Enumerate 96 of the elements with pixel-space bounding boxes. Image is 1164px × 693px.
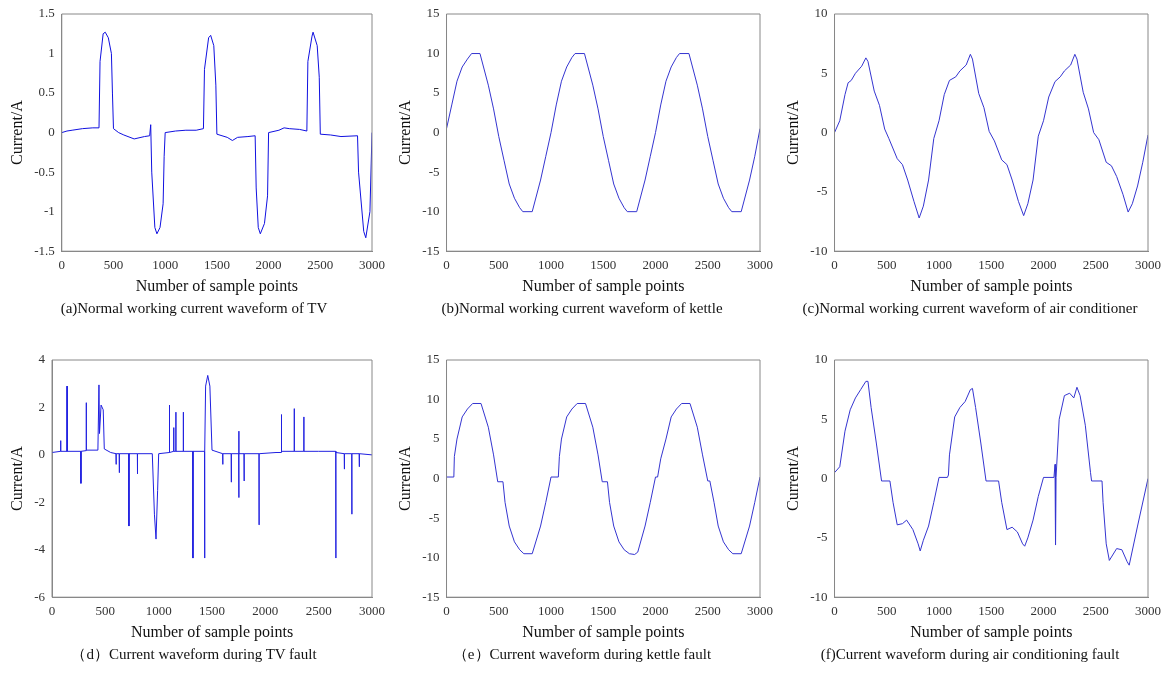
x-tick-label: 2500	[305, 603, 332, 619]
x-tick-label: 1500	[199, 603, 226, 619]
x-tick-label: 1500	[590, 257, 617, 273]
x-tick-label: 1000	[145, 603, 172, 619]
x-tick-label: 3000	[359, 257, 385, 273]
y-axis-title: Current/A	[783, 445, 801, 512]
y-tick-label: -5	[428, 509, 440, 525]
x-tick-label: 0	[831, 257, 838, 273]
x-tick-label: 2000	[255, 257, 282, 273]
y-tick-label: -10	[422, 549, 440, 565]
y-axis-title: Current/A	[783, 99, 801, 166]
x-tick-label: 500	[877, 257, 897, 273]
y-tick-label: 15	[426, 5, 440, 21]
y-tick-label: 10	[426, 390, 440, 406]
y-tick-label: 5	[821, 64, 828, 80]
y-tick-label: 5	[433, 430, 440, 446]
y-tick-label: -15	[422, 242, 440, 258]
x-tick-label: 500	[103, 257, 124, 273]
y-tick-label: 10	[814, 5, 828, 21]
x-tick-label: 3000	[1135, 257, 1161, 273]
text: (a)Normal working current waveform of TV	[59, 300, 329, 317]
y-axis-title: Current/A	[395, 99, 413, 166]
y-tick-label: 4	[38, 351, 46, 367]
y-tick-label: -1.5	[34, 242, 55, 258]
x-tick-label: 1000	[926, 603, 953, 619]
text: (f)Current waveform during air conditioning fault	[819, 646, 1121, 663]
y-tick-label: -5	[816, 529, 828, 545]
x-tick-label: 1500	[203, 257, 230, 273]
y-tick-label: -5	[816, 183, 828, 199]
y-tick-label: 0	[38, 446, 46, 462]
x-tick-label: 500	[877, 603, 897, 619]
y-tick-label: 5	[433, 84, 440, 100]
x-tick-label: 2500	[1082, 257, 1109, 273]
y-tick-label: 10	[814, 351, 828, 367]
x-tick-label: 1000	[926, 257, 953, 273]
y-tick-label: -0.5	[34, 163, 55, 179]
text: （e）Current waveform during kettle fault	[451, 646, 713, 663]
y-tick-label: 0.5	[38, 84, 55, 100]
x-tick-label: 2000	[642, 603, 669, 619]
x-axis-title: Number of sample points	[130, 622, 294, 641]
x-axis-title: Number of sample points	[910, 622, 1073, 641]
x-axis-title: Number of sample points	[522, 276, 685, 295]
x-axis-title: Number of sample points	[910, 276, 1073, 295]
y-tick-label: -4	[34, 541, 46, 557]
y-tick-label: 10	[426, 44, 440, 60]
x-tick-label: 2000	[252, 603, 279, 619]
y-tick-label: -15	[422, 588, 440, 604]
y-tick-label: -2	[34, 493, 46, 509]
x-tick-label: 500	[489, 603, 509, 619]
x-tick-label: 1500	[590, 603, 617, 619]
y-tick-label: -1	[43, 203, 55, 219]
y-tick-label: -10	[810, 588, 828, 604]
text: （d）Current waveform during TV fault	[70, 646, 318, 663]
y-tick-label: -5	[428, 163, 440, 179]
x-tick-label: 2500	[694, 603, 721, 619]
y-tick-label: 0	[821, 124, 828, 140]
y-tick-label: 1	[48, 44, 55, 60]
x-tick-label: 2000	[1030, 257, 1057, 273]
x-tick-label: 2500	[1082, 603, 1109, 619]
x-tick-label: 2000	[1030, 603, 1057, 619]
x-tick-label: 3000	[747, 257, 773, 273]
y-tick-label: -10	[810, 242, 828, 258]
y-tick-label: -10	[422, 203, 440, 219]
x-tick-label: 3000	[1135, 603, 1161, 619]
x-tick-label: 2500	[307, 257, 334, 273]
text: (c)Normal working current waveform of air conditioner	[801, 300, 1139, 317]
x-tick-label: 500	[489, 257, 509, 273]
x-tick-label: 0	[443, 257, 450, 273]
x-tick-label: 500	[95, 603, 116, 619]
x-tick-label: 2000	[642, 257, 669, 273]
x-tick-label: 1500	[978, 257, 1005, 273]
x-tick-label: 0	[58, 257, 66, 273]
x-tick-label: 0	[443, 603, 450, 619]
x-tick-label: 1000	[538, 603, 565, 619]
x-axis-title: Number of sample points	[135, 276, 298, 295]
y-axis-title: Current/A	[7, 445, 25, 512]
y-tick-label: 2	[38, 398, 46, 414]
text: (b)Normal working current waveform of kettle	[440, 300, 724, 317]
x-axis-title: Number of sample points	[522, 622, 685, 641]
y-tick-label: 0	[821, 470, 828, 486]
y-tick-label: 0	[48, 124, 55, 140]
x-tick-label: 1000	[538, 257, 565, 273]
x-tick-label: 3000	[359, 603, 385, 619]
y-tick-label: -6	[34, 588, 46, 604]
y-axis-title: Current/A	[7, 99, 25, 166]
y-axis-title: Current/A	[395, 445, 413, 512]
y-tick-label: 1.5	[38, 5, 55, 21]
x-tick-label: 0	[831, 603, 838, 619]
x-tick-label: 3000	[747, 603, 773, 619]
y-tick-label: 5	[821, 410, 828, 426]
x-tick-label: 2500	[694, 257, 721, 273]
y-tick-label: 0	[433, 470, 440, 486]
x-tick-label: 1500	[978, 603, 1005, 619]
y-tick-label: 0	[433, 124, 440, 140]
x-tick-label: 1000	[152, 257, 179, 273]
y-tick-label: 15	[426, 351, 440, 367]
